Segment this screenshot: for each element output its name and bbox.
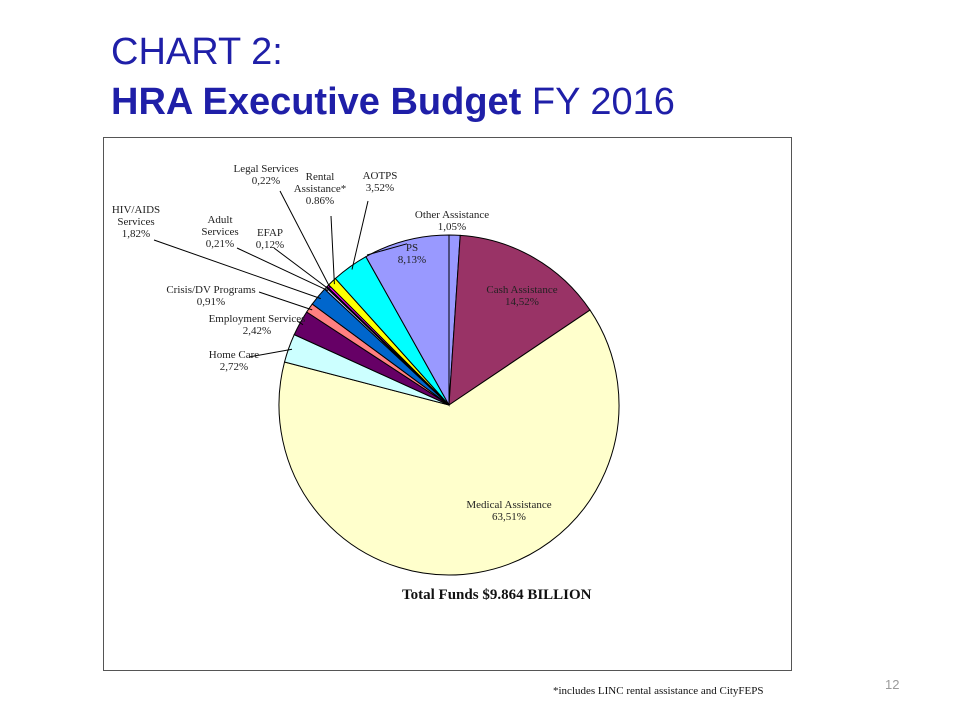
slice-label: PS 8,13%: [398, 242, 426, 266]
pie-slice-medical-assistance: [278, 309, 620, 576]
leader-line: [366, 243, 408, 256]
leader-line: [258, 291, 313, 311]
leader-line: [236, 247, 329, 292]
leader-line: [248, 348, 293, 358]
chart-title-line2: HRA Executive Budget FY 2016: [111, 78, 675, 126]
slice-label: Home Care 2,72%: [209, 349, 260, 373]
leader-line: [330, 215, 335, 285]
pie-chart: Other Assistance 1,05% Cash Assistance 14,5…: [112, 163, 620, 576]
page-number: 12: [885, 677, 900, 692]
slice-label: EFAP 0,12%: [256, 227, 284, 251]
chart-title-year: FY 2016: [531, 81, 675, 123]
pie-slice-ps: [365, 234, 450, 407]
slice-label: AOTPS 3,52%: [363, 170, 398, 194]
leader-line: [296, 320, 304, 326]
footnote: *includes LINC rental assistance and Cit…: [553, 685, 764, 697]
leader-line: [153, 239, 321, 300]
leader-line: [351, 200, 369, 270]
slice-label: Medical Assistance 63,51%: [466, 499, 551, 523]
slice-label: Crisis/DV Programs 0,91%: [166, 284, 255, 308]
slice-label: HIV/AIDS Services 1,82%: [112, 204, 160, 240]
slice-label: Rental Assistance* 0.86%: [294, 171, 347, 207]
slice-label: Cash Assistance 14,52%: [486, 284, 557, 308]
chart-title-line1: CHART 2:: [111, 31, 283, 73]
pie-chart-frame: Other Assistance 1,05% Cash Assistance 14,5…: [103, 137, 792, 671]
pie-slice-cash-assistance: [448, 234, 591, 406]
slice-label: Legal Services 0,22%: [233, 163, 298, 187]
chart-title-main: HRA Executive Budget: [111, 81, 522, 123]
leader-line: [273, 247, 330, 290]
slice-label: Adult Services 0,21%: [201, 214, 238, 250]
leader-line: [279, 190, 331, 289]
total-funds-label: Total Funds $9.864 BILLION: [402, 587, 592, 603]
slice-label: Employment Services 2,42%: [209, 313, 306, 337]
slice-label: Other Assistance 1,05%: [415, 209, 489, 233]
